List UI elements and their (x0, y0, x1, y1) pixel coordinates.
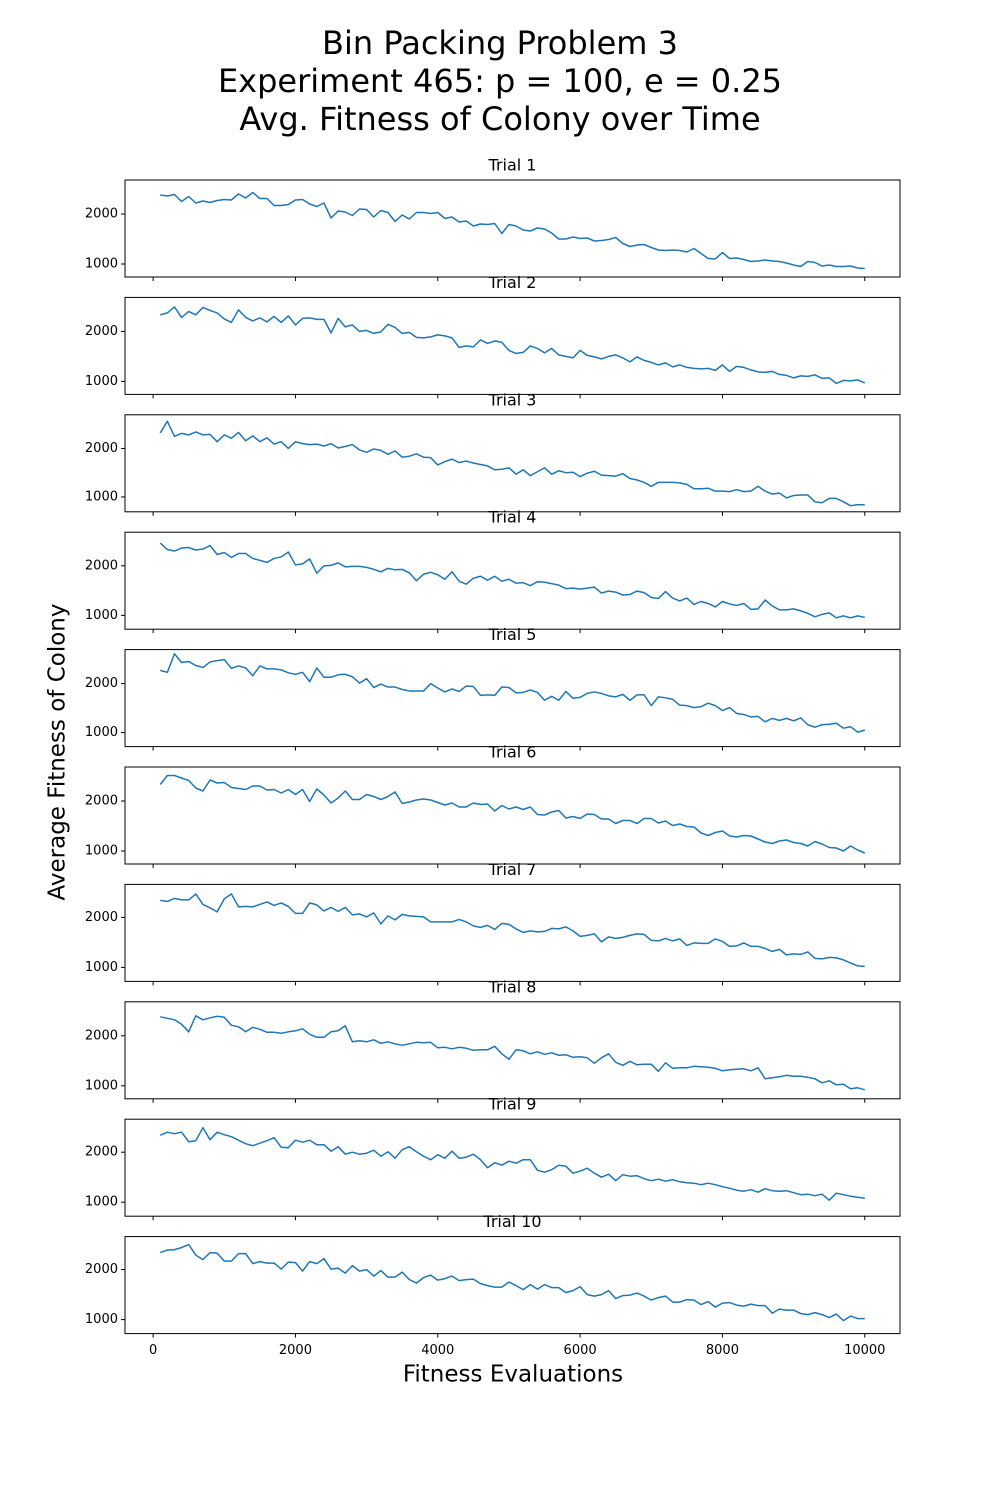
axes-frame (124, 179, 901, 278)
line (160, 306, 866, 385)
line (160, 652, 865, 733)
x-tick-label: 4000 (421, 1343, 454, 1358)
y-tick-label: 2000 (85, 558, 118, 573)
chart-title: Bin Packing Problem 3 (322, 24, 678, 62)
subplot-title: Trial 4 (488, 508, 537, 527)
y-tick-label: 1000 (85, 1195, 118, 1210)
y-tick-label: 2000 (85, 1262, 118, 1277)
axes-frame (124, 649, 901, 748)
x-axis-label: Fitness Evaluations (403, 1362, 623, 1388)
y-tick-label: 2000 (85, 1145, 118, 1160)
y-tick-label: 2000 (85, 1028, 118, 1043)
axes-frame (124, 1118, 901, 1217)
subplot-title: Trial 3 (488, 390, 537, 409)
axes-frame (124, 531, 901, 630)
y-tick-label: 1000 (85, 1312, 118, 1327)
y-tick-label: 1000 (85, 960, 118, 975)
chart-title: Avg. Fitness of Colony over Time (239, 100, 760, 138)
y-tick-label: 2000 (85, 794, 118, 809)
subplot-title: Trial 8 (488, 977, 537, 996)
y-tick-label: 2000 (85, 676, 118, 691)
y-tick-label: 1000 (85, 608, 118, 623)
x-tick-label: 6000 (564, 1343, 597, 1358)
subplot-title: Trial 1 (488, 156, 537, 175)
y-tick-label: 2000 (85, 324, 118, 339)
line (159, 1243, 865, 1322)
subplot-title: Trial 7 (488, 860, 537, 879)
subplot-title: Trial 6 (488, 743, 537, 762)
y-tick-label: 1000 (85, 489, 118, 504)
line (160, 191, 865, 270)
subplot-title: Trial 5 (488, 625, 537, 644)
subplot-title: Trial 9 (488, 1095, 537, 1114)
y-tick-label: 2000 (85, 441, 118, 456)
axes-frame (124, 1001, 901, 1100)
line (159, 1126, 865, 1201)
y-tick-label: 2000 (85, 910, 118, 925)
x-tick-label: 2000 (279, 1343, 312, 1358)
subplot-title: Trial 2 (488, 273, 537, 292)
line (159, 420, 865, 507)
axes-frame (124, 883, 901, 982)
y-tick-label: 1000 (85, 257, 118, 272)
y-axis-label: Average Fitness of Colony (45, 604, 71, 901)
chart-title: Experiment 465: p = 100, e = 0.25 (218, 62, 782, 100)
y-tick-label: 2000 (85, 207, 118, 222)
line (160, 1015, 865, 1091)
axes-frame (124, 296, 901, 395)
x-tick-label: 0 (149, 1343, 157, 1358)
x-tick-label: 8000 (706, 1343, 739, 1358)
y-tick-label: 1000 (85, 1078, 118, 1093)
line (159, 774, 866, 854)
axes-frame (124, 414, 901, 513)
axes-frame (124, 766, 901, 865)
line (159, 542, 865, 619)
subplot-title: Trial 10 (482, 1212, 541, 1231)
y-tick-label: 1000 (85, 844, 118, 859)
x-tick-label: 10000 (844, 1343, 885, 1358)
axes-frame (124, 1236, 901, 1335)
line (160, 893, 865, 968)
y-tick-label: 1000 (85, 725, 118, 740)
y-tick-label: 1000 (85, 374, 118, 389)
